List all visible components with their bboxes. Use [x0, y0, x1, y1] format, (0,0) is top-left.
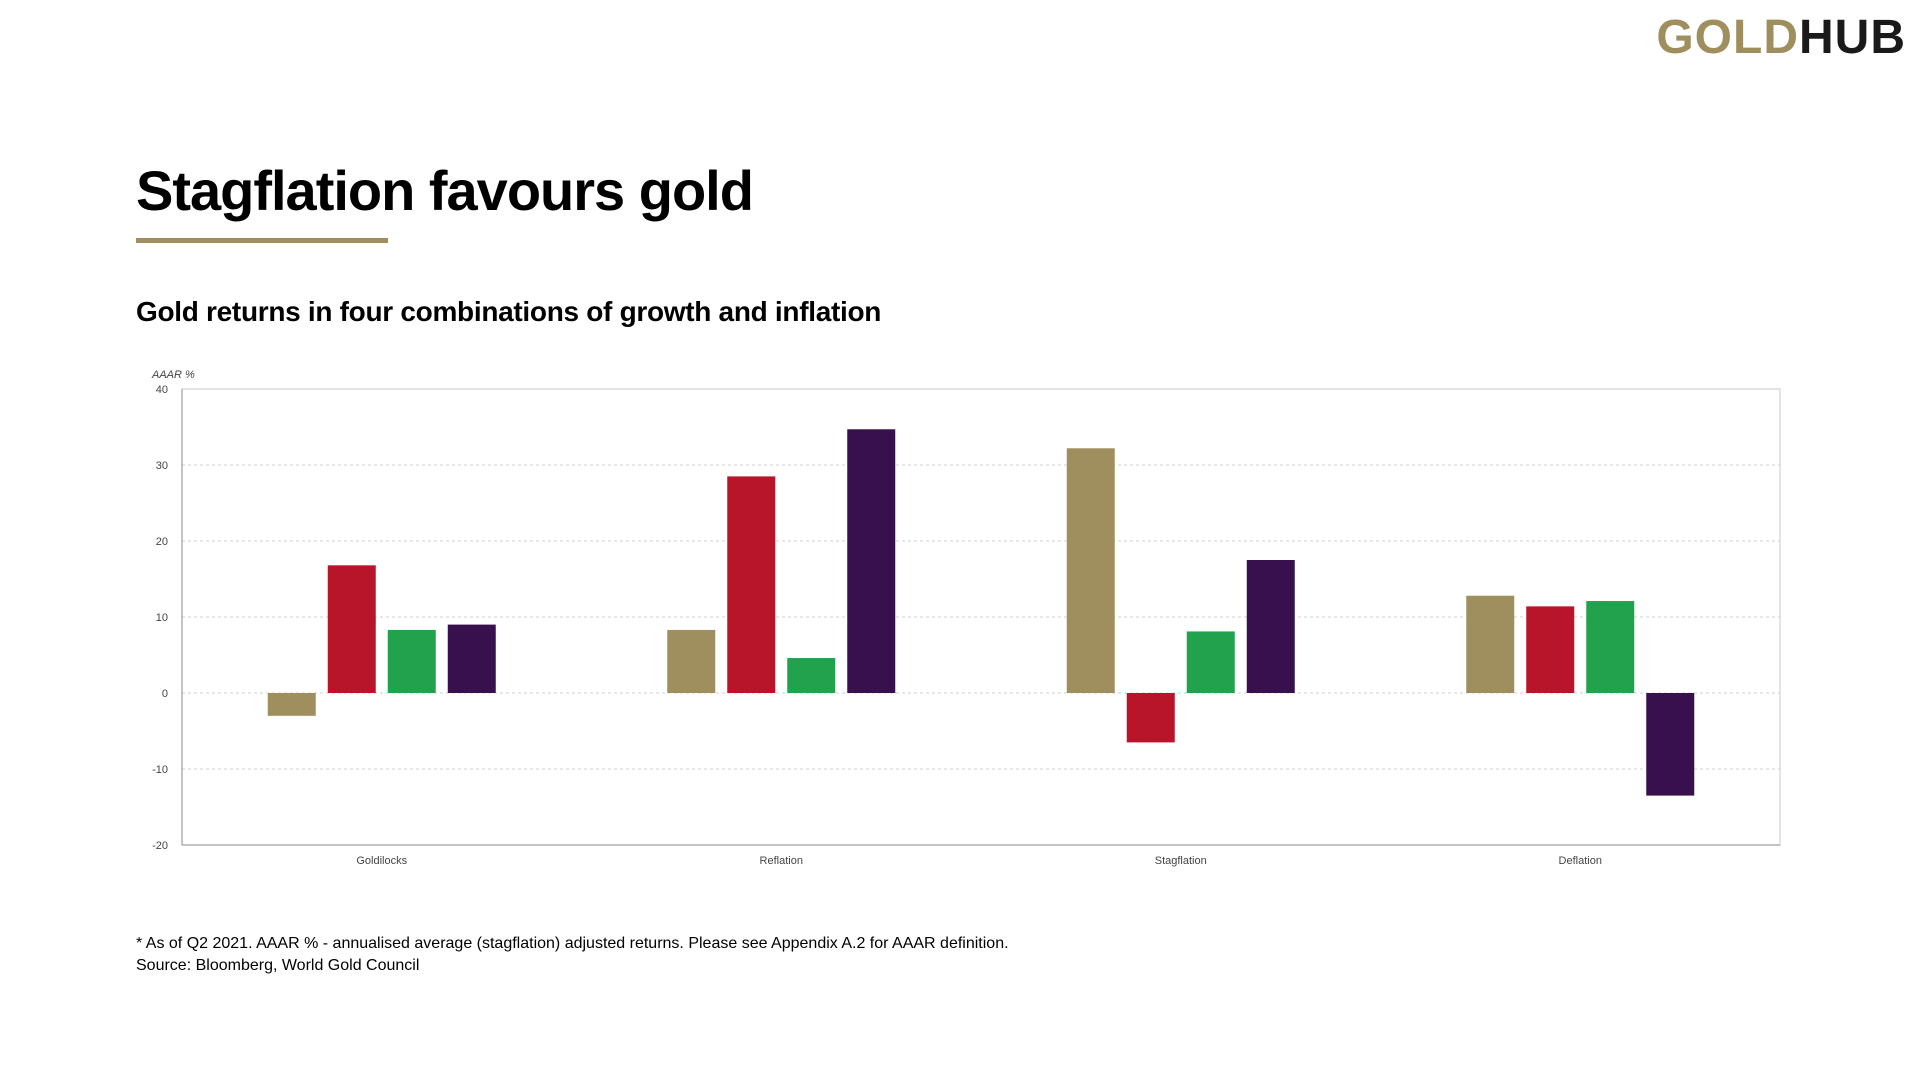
bar [1246, 560, 1295, 693]
bar-chart: 40 30 20 10 0 -10 -20 AAAR % Goldilocks Reflation… [151, 369, 1781, 867]
bar [1066, 448, 1115, 693]
bar [1586, 601, 1635, 693]
x-tick-label: Goldilocks [356, 855, 407, 867]
bar [667, 629, 716, 693]
bar [1126, 693, 1175, 743]
y-tick-label: 20 [156, 536, 168, 548]
y-tick-label: 0 [162, 688, 168, 700]
y-tick-label: 30 [156, 460, 168, 472]
bar [1186, 631, 1235, 693]
bar [1526, 606, 1575, 693]
x-tick-label: Deflation [1559, 855, 1602, 867]
bar [1646, 693, 1695, 796]
bar [327, 565, 376, 693]
bar [447, 624, 496, 693]
bar [267, 693, 316, 716]
y-tick-label: 40 [156, 384, 168, 396]
bar [387, 629, 436, 693]
x-tick-label: Stagflation [1155, 855, 1207, 867]
source-note: Source: Bloomberg, World Gold Council [136, 957, 420, 974]
logo-hub-text: HUB [1799, 11, 1906, 64]
chart-subtitle: Gold returns in four combinations of gro… [136, 296, 882, 327]
goldhub-logo: GOLDHUB [1656, 10, 1906, 65]
y-tick-label: -20 [152, 840, 168, 852]
bar [1466, 595, 1515, 693]
bar [727, 476, 776, 693]
bar [847, 429, 896, 693]
y-axis-label: AAAR % [151, 369, 195, 381]
bar [787, 658, 836, 693]
footnote: * As of Q2 2021. AAAR % - annualised ave… [136, 935, 1009, 952]
y-tick-label: -10 [152, 764, 168, 776]
page-title: Stagflation favours gold [136, 159, 754, 222]
x-tick-label: Reflation [760, 855, 803, 867]
y-tick-label: 10 [156, 612, 168, 624]
logo-gold-text: GOLD [1656, 11, 1799, 64]
title-underline [136, 238, 388, 243]
